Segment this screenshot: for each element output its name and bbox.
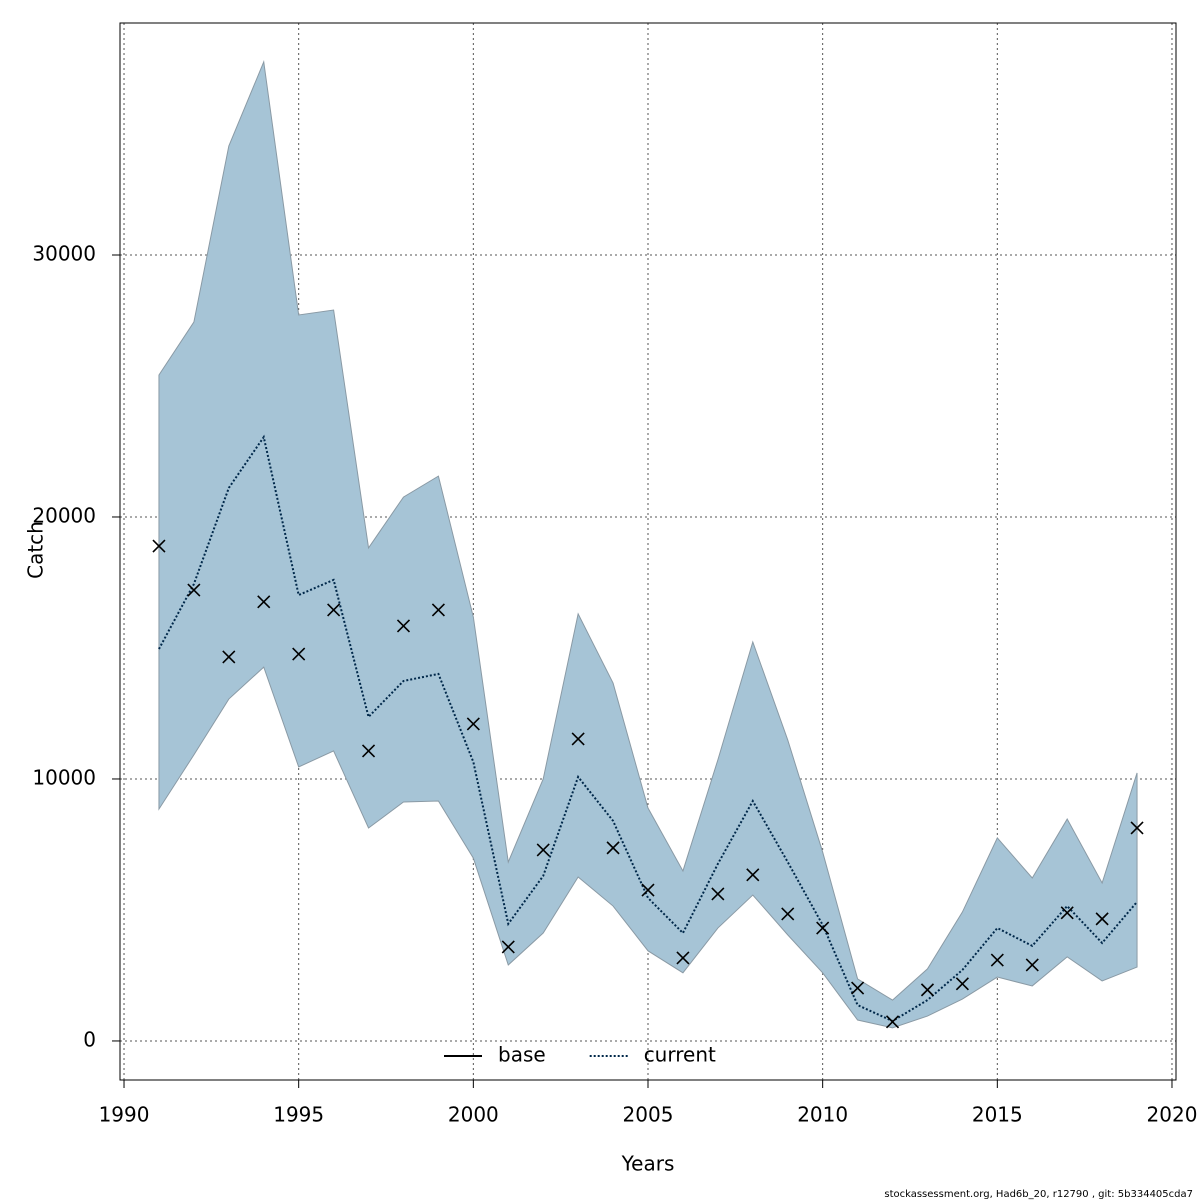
observation-marker <box>571 732 585 746</box>
y-tick-label: 0 <box>83 1027 96 1051</box>
observation-marker <box>1130 821 1144 835</box>
observation-marker <box>187 583 201 597</box>
x-tick-label: 2005 <box>623 1103 674 1127</box>
line-series <box>158 434 1138 1023</box>
observation-marker <box>606 841 620 855</box>
x-tick-label: 1990 <box>99 1103 150 1127</box>
observation-marker <box>851 981 865 995</box>
y-tick-label: 10000 <box>32 765 96 789</box>
x-tick-label: 2020 <box>1147 1103 1198 1127</box>
observation-marker <box>990 953 1004 967</box>
y-tick-label: 30000 <box>32 241 96 265</box>
observation-marker <box>816 921 830 935</box>
legend-label: current <box>644 1043 716 1067</box>
observation-marker <box>466 717 480 731</box>
observation-marker <box>955 977 969 991</box>
observation-marker <box>292 647 306 661</box>
y-tick-label: 20000 <box>32 503 96 527</box>
x-tick-label: 2010 <box>797 1103 848 1127</box>
observation-marker <box>641 883 655 897</box>
observation-marker <box>1025 958 1039 972</box>
legend-label: base <box>498 1043 546 1067</box>
observation-marker <box>152 539 166 553</box>
observation-marker <box>920 983 935 997</box>
x-tick-label: 1995 <box>273 1103 324 1127</box>
observation-marker <box>222 650 236 664</box>
y-axis-label: Catch <box>24 521 48 579</box>
observation-marker <box>1060 906 1074 920</box>
observation-marker <box>676 951 690 965</box>
x-tick-label: 2000 <box>448 1103 499 1127</box>
confidence-band <box>158 60 1138 1029</box>
observation-marker <box>781 907 795 921</box>
observation-marker <box>431 603 445 617</box>
observation-marker <box>396 619 411 633</box>
observation-marker <box>1095 912 1109 926</box>
x-axis-label: Years <box>621 1152 675 1176</box>
observation-marker <box>746 868 760 882</box>
footer: stockassessment.org, Had6b_20, r12790 , … <box>884 1189 1193 1200</box>
observation-marker <box>711 887 725 901</box>
observation-marker <box>361 744 376 758</box>
observation-marker <box>327 603 341 617</box>
observation-marker <box>536 843 550 857</box>
observation-marker <box>501 940 515 954</box>
x-tick-label: 2015 <box>972 1103 1023 1127</box>
observation-marker <box>885 1015 900 1029</box>
observation-marker <box>257 595 271 609</box>
